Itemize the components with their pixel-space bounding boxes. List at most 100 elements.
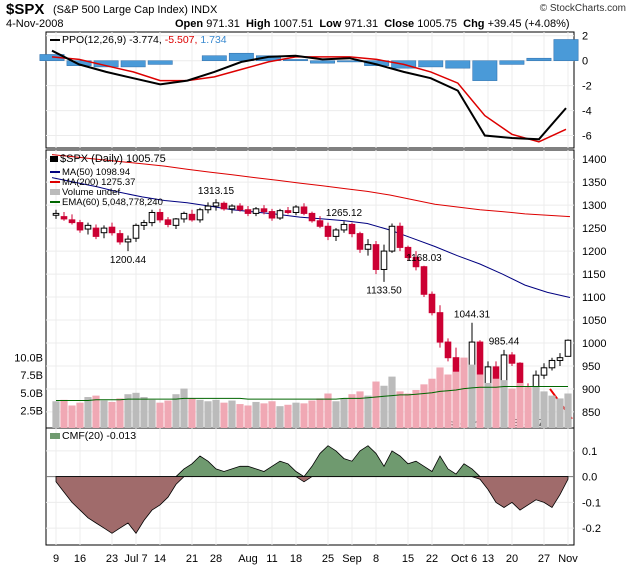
ma200-legend-label: MA(200) 1275.37 <box>62 177 136 188</box>
x-tick-label: 16 <box>74 553 86 565</box>
x-tick-label: 27 <box>538 553 550 565</box>
candle-body <box>284 210 292 213</box>
volume-bar <box>548 395 556 428</box>
candle-body <box>556 357 564 361</box>
volume-bar <box>444 374 452 428</box>
volume-bar <box>340 398 348 428</box>
volume-bar <box>260 403 268 428</box>
volume-bar <box>276 406 284 428</box>
volume-bar <box>372 381 380 428</box>
ma200-line <box>51 154 571 218</box>
candle-body <box>548 359 556 369</box>
axes: 9 16 23 Jul 7 14 21 28 Aug 11 18 25 Sep 8 15 22 Oct 6 13… <box>14 31 606 565</box>
candle-body <box>244 209 252 214</box>
volume-bar <box>428 378 436 428</box>
volume-bar <box>532 386 540 428</box>
volume-bar <box>196 399 204 428</box>
ppo-frame <box>45 31 575 149</box>
low-label: Low <box>319 18 342 30</box>
cmf-tick-label: 0.1 <box>582 446 597 458</box>
x-tick-label: 13 <box>482 553 494 565</box>
price-legend-swatch <box>50 156 58 163</box>
candle-body <box>444 341 452 359</box>
candle-body <box>68 219 76 224</box>
cmf-legend-swatch <box>50 433 60 440</box>
credit-link[interactable]: © StockCharts.com <box>539 3 626 14</box>
ppo-line <box>51 49 567 141</box>
candle-body <box>412 257 420 268</box>
volume-tick-label: 5.0B <box>20 388 43 400</box>
volume-bar <box>284 404 292 428</box>
ppo-histogram-bar <box>310 60 335 64</box>
volume-bar <box>356 391 364 428</box>
ppo-histogram-bar <box>472 60 498 81</box>
candle-body <box>172 218 180 226</box>
ppo-histogram-bar <box>499 60 525 65</box>
candle-body <box>428 293 436 314</box>
symbol-exchange: INDX <box>191 4 218 16</box>
volume-bar <box>540 391 548 428</box>
volume-bar <box>524 387 532 428</box>
price-tick-label: 1350 <box>582 177 606 189</box>
ema-legend-label: EMA(60) 5,048,778,240 <box>62 197 163 208</box>
volume-bar <box>84 397 92 428</box>
volume-bar <box>204 401 212 428</box>
volume-bar <box>252 401 260 428</box>
ma200-legend-swatch <box>50 181 60 184</box>
chg-value: +39.45 (+4.08%) <box>487 18 570 30</box>
chg-label: Chg <box>463 18 485 30</box>
volume-bar <box>484 382 492 428</box>
candle-body <box>164 219 172 225</box>
cmf-legend: CMF(20) -0.013 <box>50 430 136 442</box>
candle-body <box>132 224 140 239</box>
candle-body <box>484 366 492 385</box>
volume-bar <box>140 397 148 428</box>
volume-legend-swatch <box>50 189 60 196</box>
candle-body <box>348 223 356 235</box>
volume-bar <box>116 398 124 428</box>
volume-bar <box>164 400 172 428</box>
volume-bar <box>156 402 164 428</box>
candle-body <box>124 238 132 243</box>
volume-bar <box>364 395 372 428</box>
candle-body <box>188 213 196 221</box>
volume-bar <box>332 401 340 428</box>
price-tick-label: 1200 <box>582 246 606 258</box>
volume-bar <box>380 385 388 428</box>
candle-body <box>292 206 300 213</box>
candle-body <box>372 244 380 270</box>
price-legend: $SPX (Daily) 1005.75 <box>50 153 166 165</box>
candle-body <box>308 212 316 222</box>
candle-body <box>196 209 204 221</box>
high-value: 1007.51 <box>273 18 314 30</box>
x-tick-label: 23 <box>106 553 118 565</box>
volume-bar <box>68 405 76 428</box>
close-value: 1005.75 <box>417 18 458 30</box>
price-annotation: 985.44 <box>489 337 520 348</box>
price-tick-label: 900 <box>582 384 600 396</box>
candle-body <box>228 205 236 210</box>
volume-tick-label: 7.5B <box>20 370 43 382</box>
volume-panel <box>52 357 572 428</box>
candle-body <box>276 210 284 219</box>
volume-bar <box>212 399 220 428</box>
candle-body <box>324 225 332 237</box>
chart-panels <box>45 31 575 546</box>
price-tick-label: 1300 <box>582 200 606 212</box>
cmf-tick-label: -0.1 <box>582 497 601 509</box>
high-label: High <box>245 18 271 30</box>
ema-legend-swatch <box>50 201 60 204</box>
x-tick-label: 22 <box>426 553 438 565</box>
price-tick-label: 850 <box>582 407 600 419</box>
price-tick-label: 1400 <box>582 154 606 166</box>
x-tick-label: Sep <box>342 553 362 565</box>
candle-body <box>252 208 260 214</box>
ppo-histogram-bar <box>120 60 146 68</box>
ma50-legend-swatch <box>50 171 60 174</box>
volume-bar <box>92 395 100 428</box>
candle-body <box>564 339 572 357</box>
volume-bar <box>348 394 356 428</box>
volume-bar <box>492 378 500 428</box>
volume-legend: Volume undef <box>50 187 120 198</box>
